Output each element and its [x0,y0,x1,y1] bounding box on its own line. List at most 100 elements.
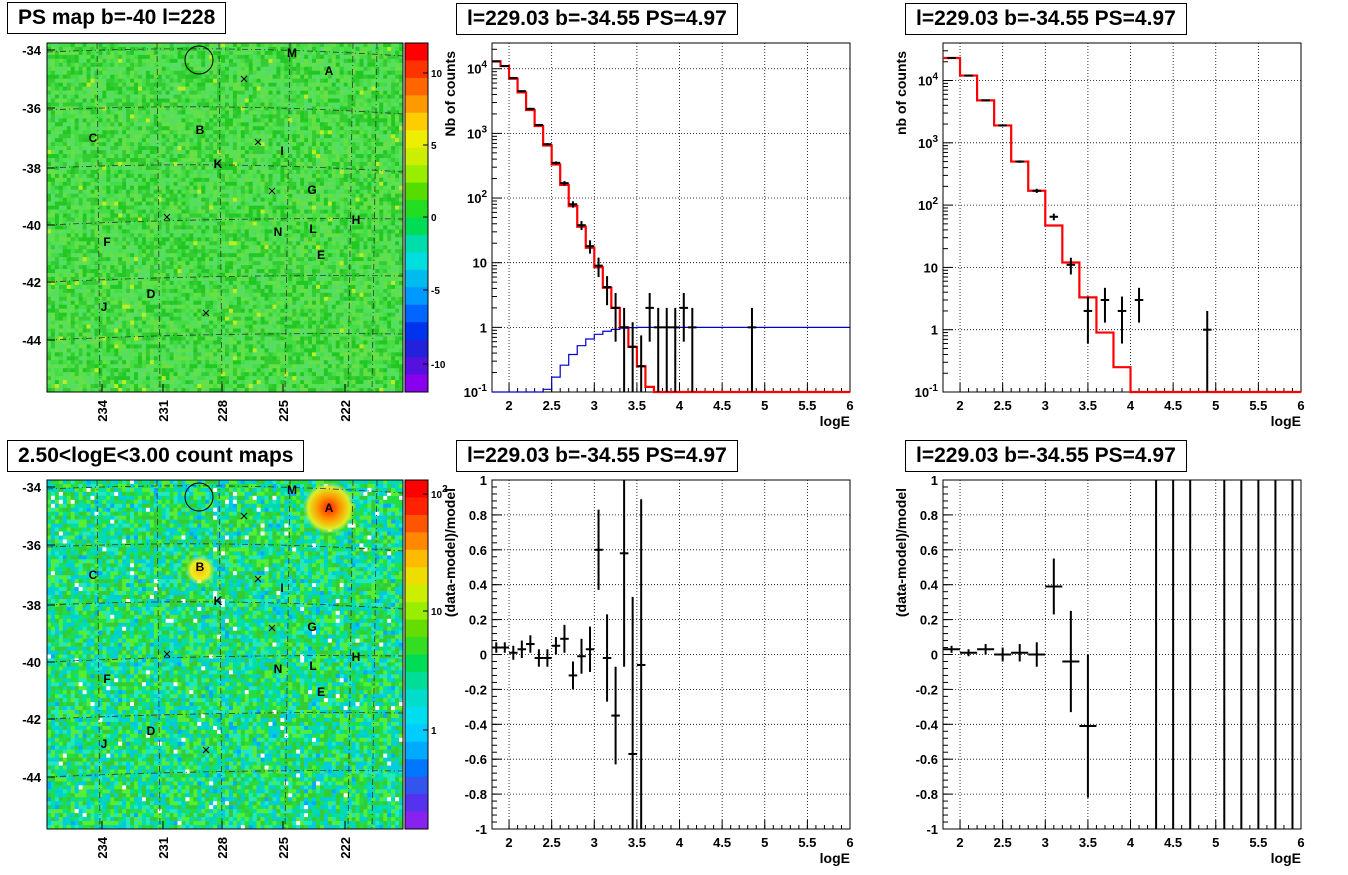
heatmap-cell [74,150,79,155]
heatmap-cell [102,193,107,198]
heatmap-cell [260,142,265,147]
heatmap-cell [137,169,143,175]
heatmap-cell [90,169,95,175]
heatmap-cell [387,161,392,167]
heatmap-cell [47,43,52,48]
heatmap-cell [296,118,301,123]
heatmap-cell [248,154,253,159]
heatmap-cell [284,193,289,198]
heatmap-cell [252,253,257,258]
heatmap-cell [284,245,289,250]
heatmap-cell [205,78,210,83]
heatmap-cell [58,245,64,250]
heatmap-cell [284,94,289,99]
heatmap-cell [141,50,147,56]
heatmap-cell [122,173,127,179]
heatmap-cell [335,74,341,79]
heatmap-cell [173,122,178,127]
heatmap-cell [371,165,376,171]
heatmap-cell [276,66,281,72]
heatmap-cell [189,173,194,179]
heatmap-cell [383,197,388,202]
heatmap-cell [391,241,396,246]
heatmap-cell [359,46,364,52]
heatmap-cell [367,102,372,107]
heatmap-cell [98,90,103,95]
heatmap-cell [387,138,392,143]
heatmap-cell [323,122,329,127]
heatmap-cell [70,130,75,135]
heatmap-cell [240,102,246,107]
heatmap-cell [399,102,404,107]
heatmap-cell [134,110,139,115]
heatmap-cell [74,205,79,210]
heatmap-cell [137,142,143,147]
heatmap-cell [288,118,293,123]
heatmap-cell [315,233,321,238]
heatmap-cell [248,130,253,135]
heatmap-cell [284,249,289,254]
heatmap-cell [339,130,344,135]
heatmap-cell [225,213,230,218]
heatmap-cell [323,126,329,131]
heatmap-cell [66,82,72,87]
heatmap-cell [74,122,79,127]
heatmap-cell [141,173,147,179]
heatmap-cell [90,181,95,187]
heatmap-cell [126,122,131,127]
heatmap-cell [165,161,170,167]
heatmap-cell [351,221,356,226]
heatmap-cell [181,257,186,262]
heatmap-cell [252,257,257,262]
heatmap-cell [383,185,388,191]
heatmap-cell [244,142,250,147]
heatmap-cell [62,118,68,123]
heatmap-cell [157,158,163,163]
heatmap-cell [82,46,87,52]
heatmap-cell [181,110,186,115]
heatmap-cell [272,225,277,230]
heatmap-cell [209,249,214,254]
heatmap-cell [47,237,52,242]
heatmap-cell [193,78,198,83]
heatmap-cell [50,221,56,226]
heatmap-cell [94,209,99,214]
heatmap-cell [54,94,60,99]
heatmap-cell [122,146,127,151]
heatmap-cell [276,253,281,258]
heatmap-cell [74,90,79,95]
heatmap-cell [300,82,305,87]
heatmap-cell [118,154,123,159]
heatmap-cell [319,197,325,202]
heatmap-cell [62,229,68,234]
heatmap-cell [272,110,277,115]
heatmap-cell [141,181,147,187]
heatmap-cell [387,217,392,222]
heatmap-cell [50,138,56,143]
heatmap-cell [300,90,305,95]
heatmap-cell [391,221,396,226]
heatmap-cell [232,150,238,155]
heatmap-cell [62,98,68,103]
heatmap-cell [137,82,143,87]
heatmap-cell [304,46,309,52]
heatmap-cell [130,165,135,171]
heatmap-cell [312,197,317,202]
heatmap-cell [126,74,131,79]
heatmap-cell [359,90,364,95]
heatmap-cell [110,161,115,167]
heatmap-cell [62,213,68,218]
heatmap-cell [181,185,186,191]
heatmap-cell [86,161,91,167]
heatmap-cell [197,177,202,183]
heatmap-cell [114,118,119,123]
heatmap-cell [375,98,380,103]
heatmap-cell [189,66,194,72]
heatmap-cell [272,241,277,246]
heatmap-cell [165,181,170,187]
heatmap-cell [94,70,99,76]
heatmap-cell [201,102,206,107]
heatmap-cell [272,233,277,238]
heatmap-cell [399,185,404,191]
heatmap-cell [169,102,174,107]
